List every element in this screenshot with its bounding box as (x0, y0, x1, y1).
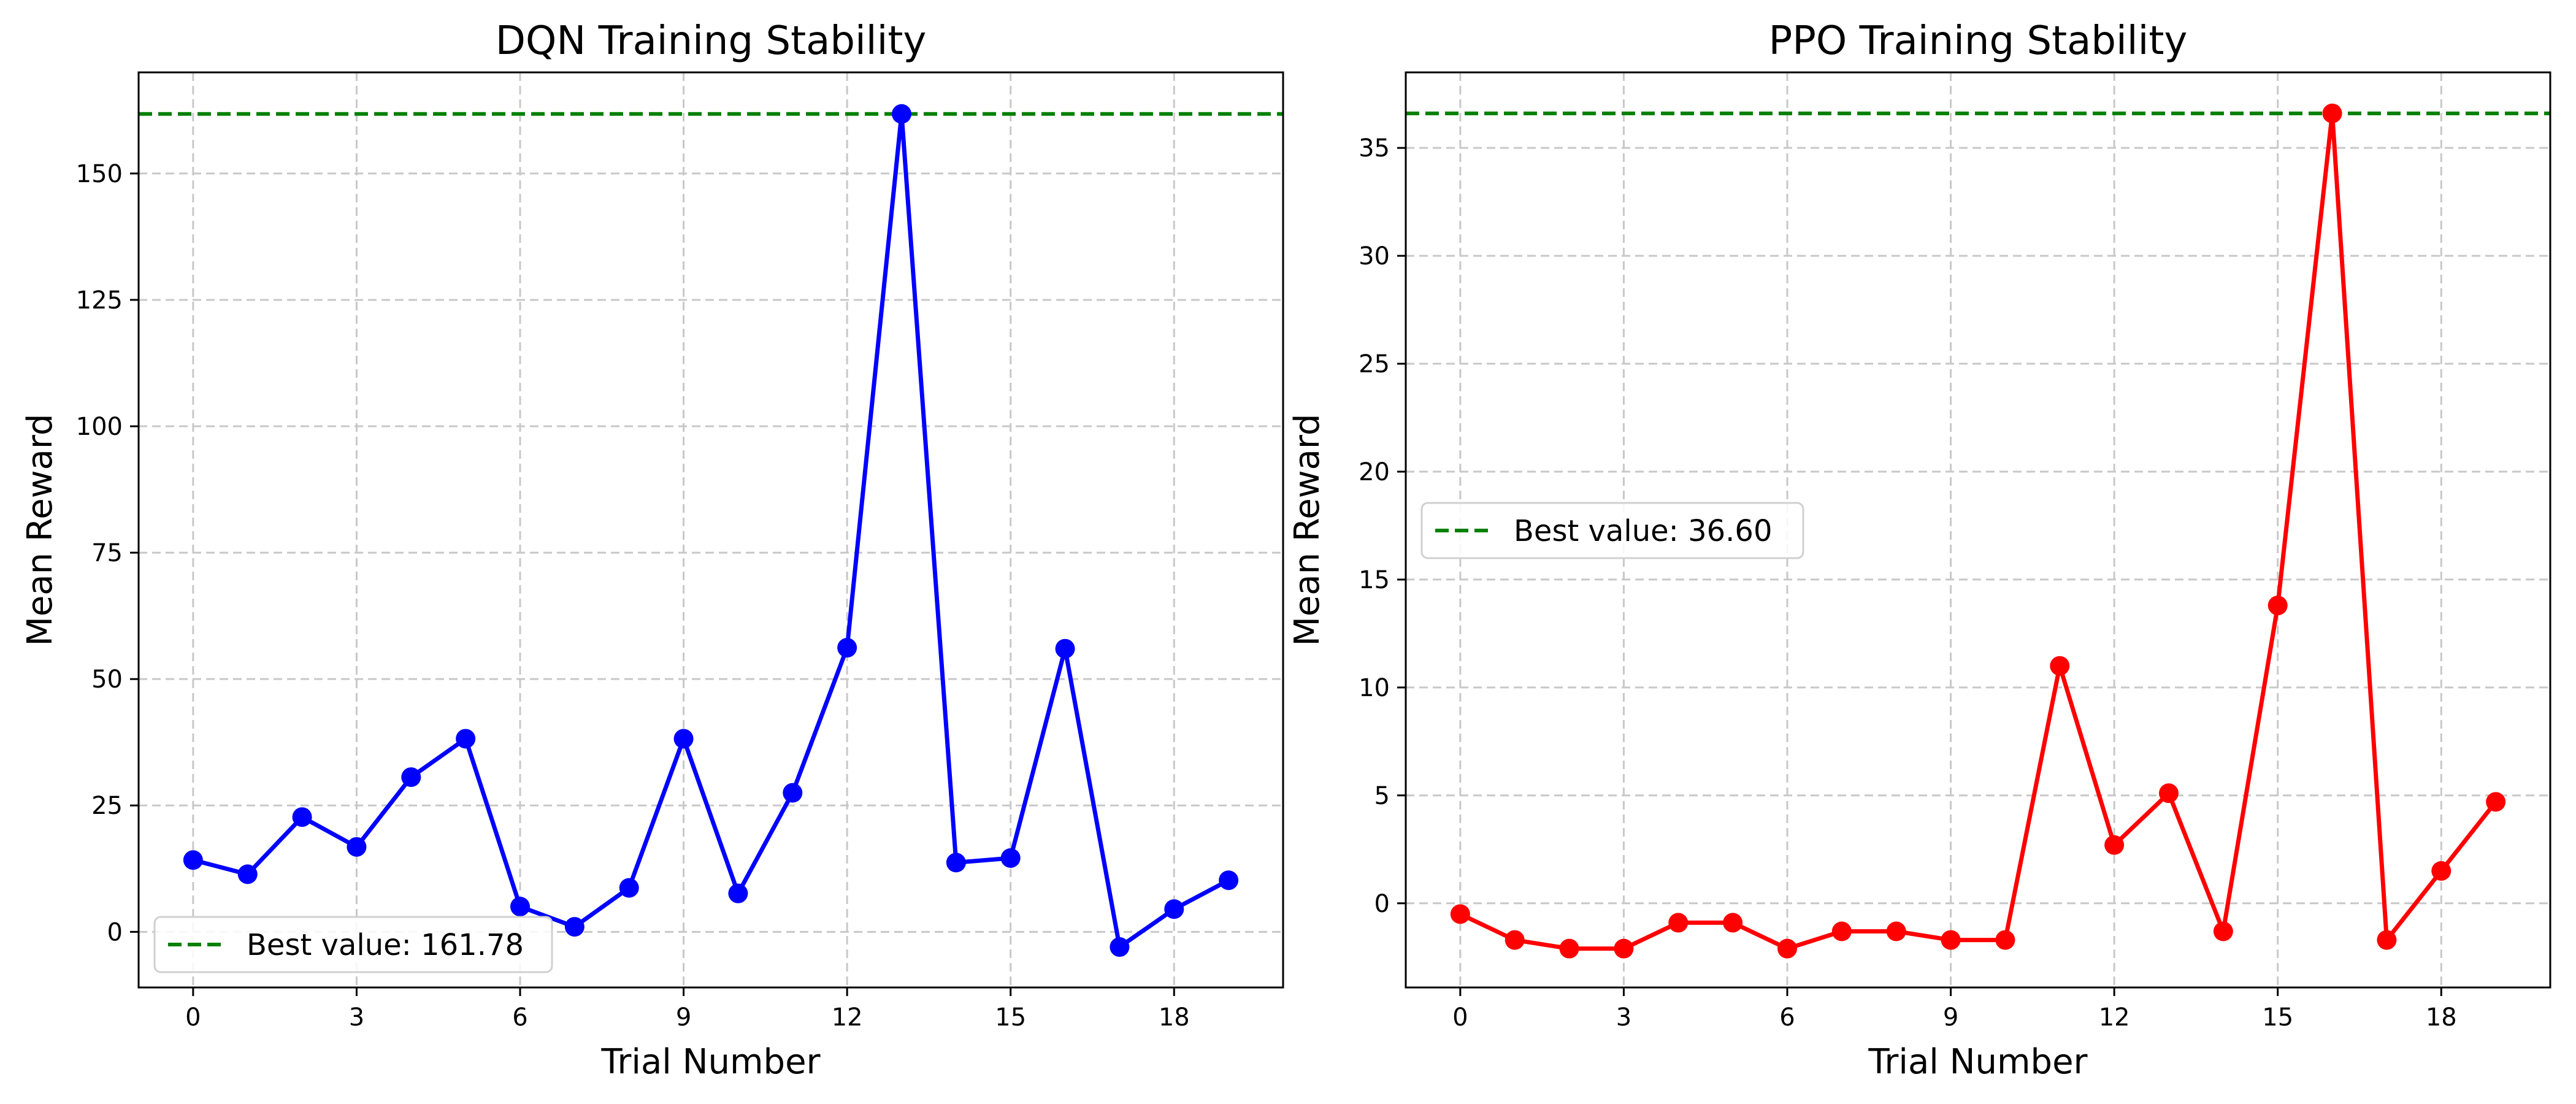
ppo-data-point (1777, 938, 1797, 959)
dqn-data-point (401, 767, 421, 788)
ppo-y-tick-label: 5 (1374, 782, 1390, 810)
ppo-x-tick-label: 15 (2262, 1003, 2293, 1032)
dqn-x-tick-label: 9 (676, 1003, 691, 1032)
dqn-data-point (1055, 638, 1075, 659)
ppo-y-tick-label: 0 (1374, 890, 1390, 918)
ppo-y-tick-label: 20 (1359, 458, 1390, 486)
dqn-data-point (673, 729, 694, 749)
dqn-data-point (237, 864, 258, 884)
ppo-chart: 0 3 6 9 12 15 18 0 5 10 15 20 25 30 35 PPO Training Sta… (1287, 18, 2551, 1082)
dqn-x-tick-label: 0 (185, 1003, 201, 1032)
dqn-x-tick-label: 6 (512, 1003, 527, 1032)
ppo-series-line (1459, 111, 2497, 951)
ppo-legend: Best value: 36.60 (1420, 502, 1804, 559)
ppo-x-tick-label: 6 (1779, 1003, 1795, 1032)
ppo-x-tick-label: 9 (1943, 1003, 1958, 1032)
ppo-legend-label: Best value: 36.60 (1514, 514, 1773, 548)
ppo-y-tick-label: 25 (1359, 350, 1390, 378)
ppo-data-point (2267, 596, 2288, 616)
dqn-y-tick-label: 75 (91, 539, 123, 567)
ppo-data-point (2050, 656, 2070, 676)
ppo-x-tick-label: 18 (2426, 1003, 2457, 1032)
dqn-data-point (728, 883, 748, 903)
dqn-legend-label: Best value: 161.78 (247, 928, 524, 962)
ppo-data-point (1941, 930, 1961, 950)
dqn-data-point (292, 807, 312, 827)
ppo-data-point (2377, 930, 2397, 950)
dqn-data-point (1219, 870, 1239, 891)
dqn-x-tick-label: 15 (995, 1003, 1026, 1032)
ppo-chart-title: PPO Training Stability (1769, 18, 2188, 64)
ppo-data-point (1831, 921, 1852, 941)
ppo-y-axis-label: Mean Reward (1287, 414, 1327, 646)
dqn-data-point (837, 638, 857, 658)
ppo-data-point (1995, 930, 2015, 950)
dqn-data-point (183, 850, 203, 870)
dqn-data-point (510, 897, 530, 917)
dqn-y-tick-label: 25 (91, 792, 123, 820)
ppo-data-point (1886, 921, 1906, 941)
ppo-data-point (1614, 938, 1634, 959)
dqn-y-axis-label: Mean Reward (20, 414, 60, 646)
dqn-x-axis-label: Trial Number (600, 1042, 821, 1082)
ppo-data-point (2486, 792, 2506, 812)
dqn-series-line (192, 112, 1230, 949)
dqn-y-tick-label: 0 (107, 918, 123, 946)
ppo-x-tick-label: 0 (1452, 1003, 1468, 1032)
dqn-x-tick-label: 3 (349, 1003, 364, 1032)
dqn-chart-title: DQN Training Stability (496, 18, 927, 64)
dqn-y-tick-label: 50 (91, 665, 123, 694)
dqn-data-point (946, 853, 966, 873)
dqn-chart: 0 3 6 9 12 15 18 0 25 50 75 100 125 150 DQN Training S… (20, 18, 1284, 1082)
dqn-data-point (456, 729, 476, 749)
dqn-y-tick-label: 150 (76, 160, 123, 188)
ppo-data-point (1723, 913, 1743, 933)
dqn-data-point (1110, 937, 1130, 957)
dqn-x-tick-label: 18 (1159, 1003, 1190, 1032)
ppo-x-tick-label: 3 (1616, 1003, 1631, 1032)
dqn-legend-box (153, 916, 553, 973)
ppo-data-point (1450, 904, 1470, 924)
dqn-y-tick-label: 100 (76, 413, 123, 441)
ppo-data-point (1505, 930, 1525, 950)
dqn-legend: Best value: 161.78 (153, 916, 553, 973)
dqn-data-point (347, 837, 367, 857)
ppo-y-tick-label: 35 (1359, 134, 1390, 163)
dqn-data-point (892, 104, 911, 124)
ppo-data-point (2213, 921, 2233, 941)
dqn-plot-frame (137, 71, 1284, 989)
ppo-data-point (2431, 861, 2451, 881)
ppo-y-tick-label: 15 (1359, 566, 1390, 594)
dqn-data-point (619, 878, 639, 898)
dqn-data-point (783, 783, 803, 803)
dqn-data-point (564, 917, 585, 937)
dqn-data-point (1000, 848, 1021, 868)
ppo-x-tick-label: 12 (2099, 1003, 2130, 1032)
ppo-data-point (2159, 783, 2179, 803)
ppo-data-point (2104, 835, 2125, 855)
dqn-data-point (1164, 899, 1184, 919)
ppo-x-axis-label: Trial Number (1868, 1042, 2088, 1082)
ppo-data-point (1559, 938, 1579, 959)
ppo-data-point (2322, 103, 2342, 123)
ppo-data-point (1668, 913, 1689, 933)
ppo-y-tick-label: 30 (1359, 242, 1390, 270)
ppo-legend-box (1420, 502, 1804, 559)
ppo-y-tick-label: 10 (1359, 674, 1390, 702)
dqn-x-tick-label: 12 (832, 1003, 863, 1032)
dqn-y-tick-label: 125 (76, 286, 123, 315)
ppo-plot-frame (1405, 71, 2551, 989)
